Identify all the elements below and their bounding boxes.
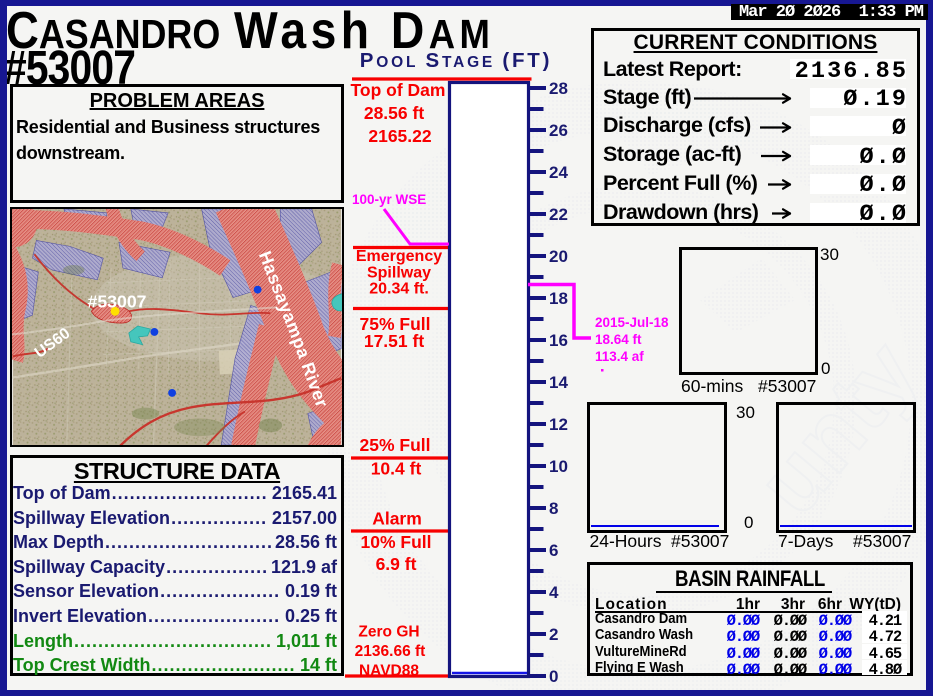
svg-text:NAVD88: NAVD88 bbox=[359, 663, 419, 680]
svg-text:0: 0 bbox=[549, 667, 558, 686]
svg-text:Alarm: Alarm bbox=[372, 509, 422, 529]
svg-text:22: 22 bbox=[549, 205, 568, 224]
svg-text:2165.22: 2165.22 bbox=[368, 126, 432, 146]
svg-text:18.64 ft: 18.64 ft bbox=[595, 332, 642, 347]
svg-text:10: 10 bbox=[549, 457, 568, 476]
svg-text:4: 4 bbox=[549, 583, 559, 602]
svg-text:25% Full: 25% Full bbox=[360, 435, 431, 455]
svg-text:Emergency: Emergency bbox=[356, 248, 442, 265]
svg-text:6.9 ft: 6.9 ft bbox=[376, 554, 417, 574]
svg-text:Zero GH: Zero GH bbox=[358, 624, 419, 641]
svg-text:2015-Jul-18: 2015-Jul-18 bbox=[595, 315, 669, 330]
svg-text:6: 6 bbox=[549, 541, 558, 560]
svg-text:28: 28 bbox=[549, 79, 568, 98]
svg-text:#53007: #53007 bbox=[88, 291, 147, 311]
svg-text:16: 16 bbox=[549, 331, 568, 350]
svg-text:10.4 ft: 10.4 ft bbox=[371, 459, 422, 479]
svg-text:2136.66 ft: 2136.66 ft bbox=[355, 643, 426, 660]
svg-text:18: 18 bbox=[549, 289, 568, 308]
svg-text:10% Full: 10% Full bbox=[361, 532, 432, 552]
svg-text:20.34 ft.: 20.34 ft. bbox=[369, 281, 429, 298]
svg-text:12: 12 bbox=[549, 415, 568, 434]
svg-text:75% Full: 75% Full bbox=[360, 314, 431, 334]
svg-text:Top of Dam: Top of Dam bbox=[351, 80, 446, 100]
svg-text:Spillway: Spillway bbox=[367, 265, 431, 282]
svg-text:2: 2 bbox=[549, 625, 558, 644]
svg-text:100-yr WSE: 100-yr WSE bbox=[352, 192, 426, 207]
svg-text:14: 14 bbox=[549, 373, 568, 392]
svg-text:26: 26 bbox=[549, 121, 568, 140]
svg-text:20: 20 bbox=[549, 247, 568, 266]
svg-text:8: 8 bbox=[549, 499, 558, 518]
svg-text:28.56 ft: 28.56 ft bbox=[364, 103, 424, 123]
svg-text:24: 24 bbox=[549, 163, 568, 182]
svg-text:113.4 af: 113.4 af bbox=[595, 349, 644, 364]
svg-text:17.51 ft: 17.51 ft bbox=[364, 331, 424, 351]
